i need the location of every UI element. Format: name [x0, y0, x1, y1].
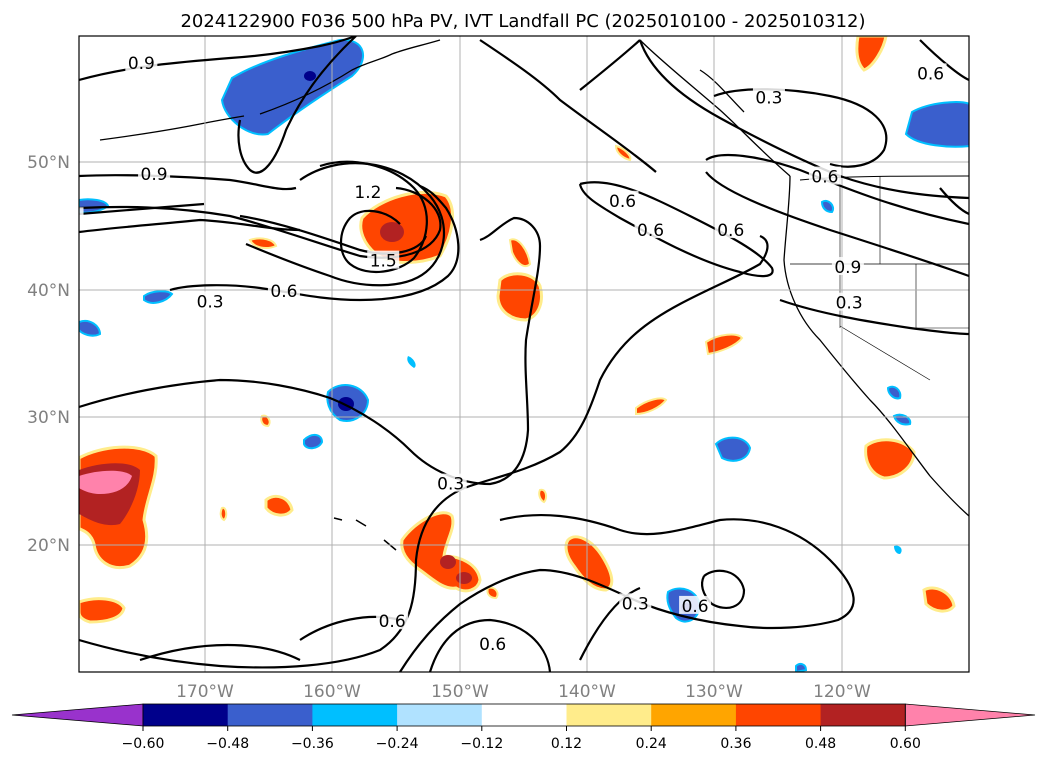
lat-tick-label: 40°N [27, 281, 70, 301]
contour-label-bg [914, 63, 947, 82]
contour-label-bg [125, 53, 158, 72]
lon-tick-label: 130°W [685, 682, 743, 702]
colorbar-tick-label: −0.36 [291, 736, 334, 752]
map-frame [78, 35, 970, 673]
contour-label-bg [376, 611, 409, 630]
lat-tick-label: 50°N [27, 153, 70, 173]
contour-label: 0.3 [836, 294, 863, 314]
colorbar-swatch [566, 704, 652, 726]
contour-label-bg [714, 220, 747, 239]
contour-label: 1.5 [370, 252, 397, 272]
colorbar-tick-label: 0.60 [890, 736, 921, 752]
lon-tick-label: 150°W [431, 682, 489, 702]
lon-tick-label: 170°W [176, 682, 234, 702]
contour-label-bg [476, 634, 509, 653]
lon-tick-label: 120°W [813, 682, 871, 702]
contour-label: 0.9 [128, 54, 155, 74]
contour-label-bg [619, 593, 652, 612]
contour-label-bg [351, 181, 384, 200]
lon-tick-label: 140°W [558, 682, 616, 702]
colorbar-tick-label: 0.24 [636, 736, 667, 752]
contour-label: 0.3 [437, 475, 464, 495]
colorbar-swatch [820, 704, 906, 726]
contour-labels: 0.90.60.30.91.20.61.20.60.6 0.61.5 0.90.60… [54, 53, 947, 655]
contour-label: 0.6 [917, 64, 944, 84]
colorbar-swatch [312, 704, 398, 726]
contour-label-bg [831, 257, 864, 276]
lat-tick-label: 30°N [27, 408, 70, 428]
contour-label: 0.9 [834, 258, 861, 278]
colorbar-tick-label: −0.48 [206, 736, 249, 752]
lat-tick-label: 20°N [27, 536, 70, 556]
contour-label: 0.6 [379, 612, 406, 632]
colorbar-tick-label: −0.24 [376, 736, 419, 752]
colorbar-swatch [227, 704, 313, 726]
contour-label-bg [367, 250, 400, 269]
contour-label-bg [679, 595, 712, 614]
contour-label: 0.6 [717, 221, 744, 241]
colorbar-tick-label: −0.60 [122, 736, 165, 752]
contour-label-bg [79, 207, 84, 226]
colorbar-tick-label: 0.36 [720, 736, 751, 752]
lat-tick-labels: 50°N 40°N 30°N 20°N [27, 153, 70, 556]
contour-label-bg [634, 220, 667, 239]
colorbar-swatch [651, 704, 737, 726]
colorbar: −0.60 −0.48 −0.36 −0.24 −0.12 0.12 0.24 0.36 0.4… [11, 703, 1036, 752]
contour-label-bg [194, 291, 227, 310]
colorbar-extend-max [904, 703, 1036, 727]
chart-title: 2024122900 F036 500 hPa PV, IVT Landfall… [180, 11, 865, 32]
contour-label-bg [138, 164, 171, 183]
contour-label-bg [833, 292, 866, 311]
lon-tick-label: 160°W [303, 682, 361, 702]
contour-label-bg [434, 473, 467, 492]
contour-label: 0.3 [755, 89, 782, 109]
colorbar-swatch [397, 704, 483, 726]
contour-label: 0.6 [270, 282, 297, 302]
colorbar-swatch [143, 704, 229, 726]
colorbar-swatch [481, 704, 567, 726]
colorbar-swatch [735, 704, 822, 726]
contour-label: 0.3 [622, 594, 649, 614]
map-panel: 0.90.60.30.91.20.61.20.60.6 0.61.5 0.90.60… [27, 35, 970, 702]
contour-label-bg [606, 190, 639, 209]
contour-label: 0.9 [141, 165, 168, 185]
lon-tick-labels: 170°W 160°W 150°W 140°W 130°W 120°W [176, 682, 871, 702]
colorbar-tick-label: −0.12 [460, 736, 503, 752]
contour-label: 0.6 [479, 635, 506, 655]
map-background [79, 36, 969, 672]
gridlines [79, 36, 969, 672]
contour-label: 1.2 [354, 183, 381, 203]
contour-label: 0.6 [811, 168, 838, 188]
contour-label: 0.3 [197, 292, 224, 312]
colorbar-tick-label: 0.12 [551, 736, 582, 752]
colorbar-extend-min [11, 703, 144, 727]
contour-label-bg [752, 87, 785, 106]
contour-label: 0.6 [609, 192, 636, 212]
contour-label-bg [808, 166, 841, 185]
contour-label: 1.2 [54, 208, 81, 228]
colorbar-tick-label: 0.48 [805, 736, 836, 752]
colorbar-frame [142, 703, 906, 727]
contour-label: 0.6 [682, 597, 709, 617]
contour-label: 0.6 [637, 221, 664, 241]
contour-label-bg [267, 281, 300, 300]
